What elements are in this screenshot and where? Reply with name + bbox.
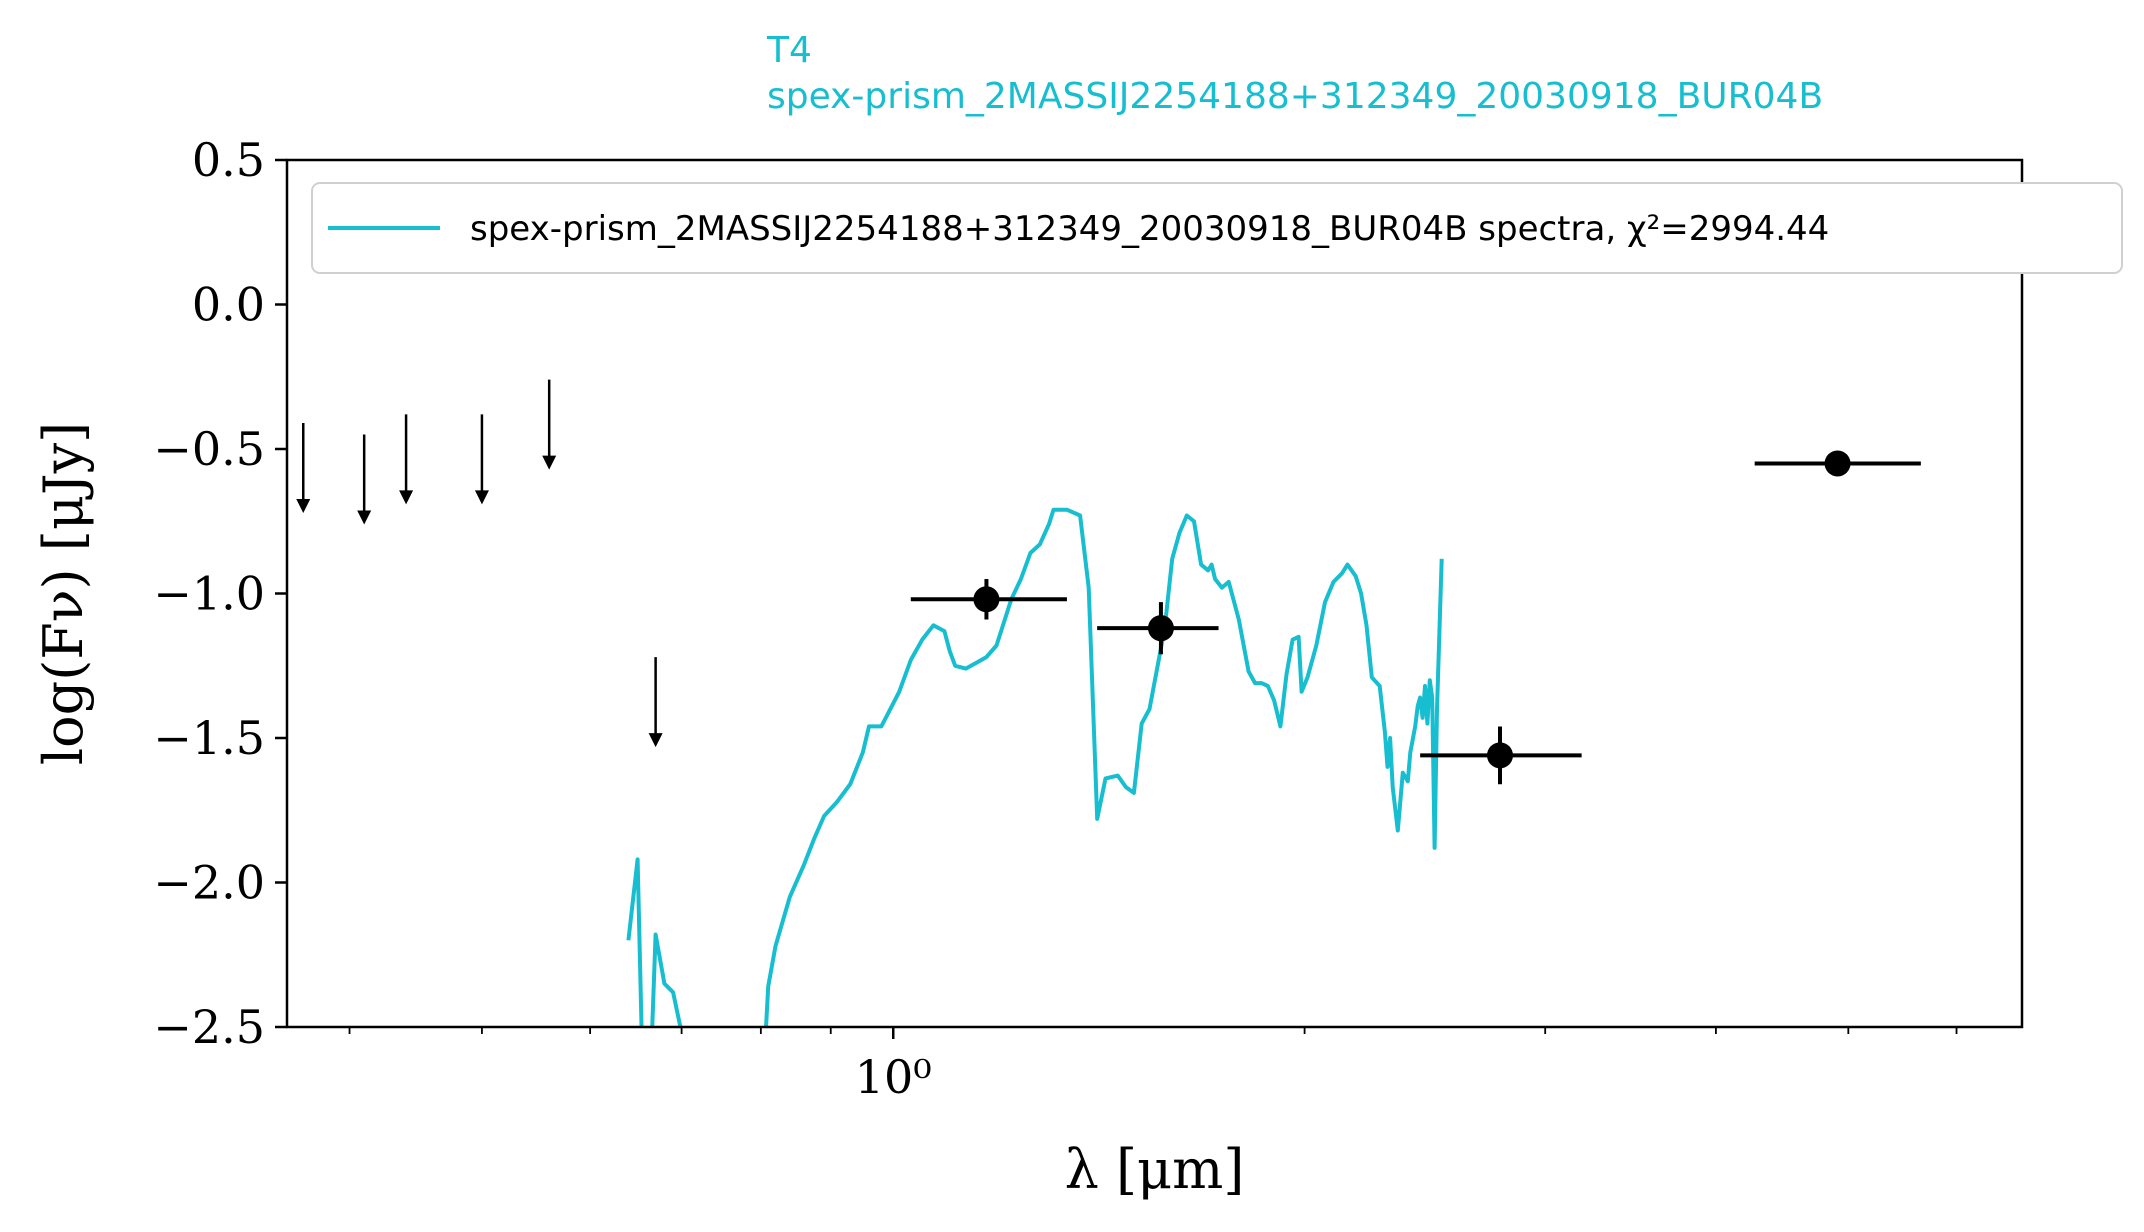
y-axis-label: log(Fν) [μJy] [32, 422, 95, 765]
upper-limit-arrow-2 [357, 434, 372, 525]
y-tick-label: 0.5 [192, 133, 265, 187]
y-tick-label: −1.0 [153, 567, 265, 621]
photometry-point-2 [1097, 602, 1219, 655]
legend-label: spex-prism_2MASSIJ2254188+312349_2003091… [470, 209, 1829, 249]
upper-limit-arrow-3 [399, 414, 414, 505]
axes: 0.5 0.0 −0.5 −1.0 −1.5 −2.0 −2.5 10⁰ λ [μm] log(F… [32, 133, 2024, 1201]
upper-limit-arrow-1 [296, 422, 311, 513]
legend: spex-prism_2MASSIJ2254188+312349_2003091… [311, 182, 2123, 274]
arrow-head [648, 733, 663, 748]
arrow-head [474, 490, 489, 505]
legend-box [311, 182, 2123, 274]
x-tick-label: 10⁰ [855, 1050, 932, 1104]
photometry-marker [1147, 615, 1174, 642]
photometry-marker [1824, 450, 1851, 477]
upper-limit-arrow-5 [542, 379, 557, 470]
plot-area [296, 379, 1921, 1027]
y-tick-label: 0.0 [192, 278, 265, 332]
upper-limit-arrow-6 [648, 657, 663, 748]
axes-frame [285, 158, 2024, 1029]
photometry-marker [973, 586, 1000, 613]
y-tick-label: −1.5 [153, 711, 265, 765]
title-spectral-type: T4 [767, 30, 812, 71]
x-axis-label: λ [μm] [1065, 1138, 1245, 1201]
photometry-point-4 [1754, 450, 1921, 477]
arrow-head [296, 498, 311, 513]
title-spectrum-name: spex-prism_2MASSIJ2254188+312349_2003091… [767, 76, 1824, 117]
y-tick-label: −0.5 [153, 422, 265, 476]
arrow-head [542, 455, 557, 470]
photometry-point-1 [910, 579, 1067, 620]
y-tick-label: −2.0 [153, 856, 265, 910]
arrow-head [357, 510, 372, 525]
photometry-marker [1486, 742, 1513, 769]
figure-title: T4 spex-prism_2MASSIJ2254188+312349_2003… [767, 28, 1823, 120]
upper-limit-arrow-4 [474, 414, 489, 505]
y-tick-label: −2.5 [153, 1000, 265, 1054]
arrow-head [399, 490, 414, 505]
spectrum-line [626, 507, 1444, 1027]
clipped-content [296, 379, 1921, 1027]
photometry-point-3 [1420, 726, 1582, 785]
